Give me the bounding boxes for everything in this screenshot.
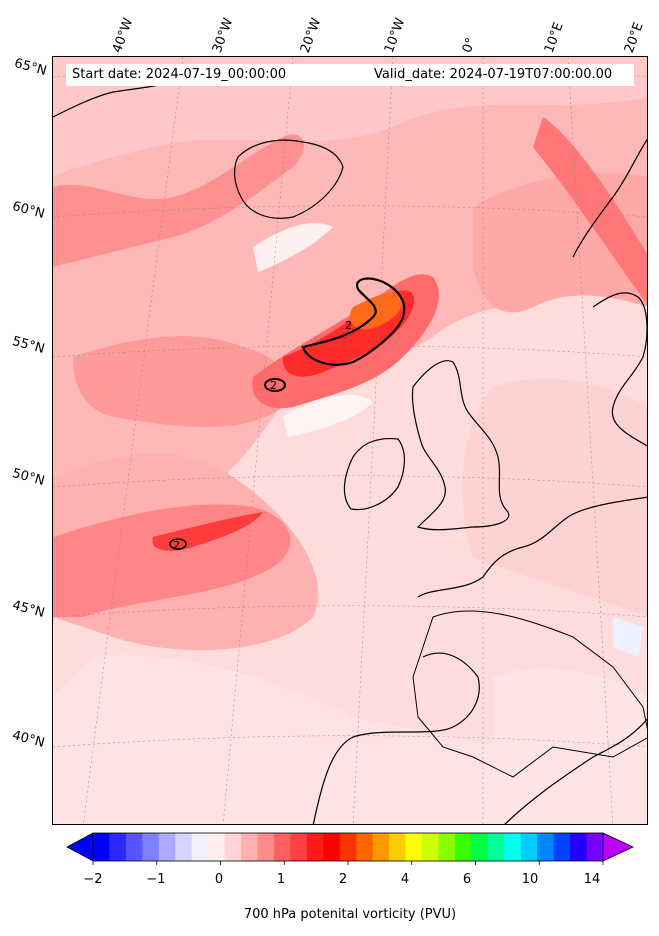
colorbar-swatch	[520, 833, 538, 861]
colorbar-swatch	[175, 833, 193, 861]
colorbar-swatch	[142, 833, 160, 861]
colorbar-extend-high	[602, 832, 634, 862]
colorbar-swatch	[224, 833, 242, 861]
colorbar-swatch	[257, 833, 275, 861]
colorbar-swatch	[504, 833, 522, 861]
colorbar-extend-low	[66, 832, 94, 862]
colorbar-tick-label: 6	[462, 872, 472, 887]
colorbar-swatch	[290, 833, 308, 861]
start-date-label: Start date: 2024-07-19_00:00:00	[72, 67, 287, 82]
colorbar-swatch	[372, 833, 390, 861]
colorbar-swatch	[339, 833, 357, 861]
colorbar-tick-label: −2	[83, 872, 103, 887]
colorbar-swatch	[422, 833, 439, 861]
colorbar-swatch	[125, 833, 143, 861]
contour-label: 2	[270, 379, 277, 392]
colorbar-swatch	[109, 833, 127, 861]
colorbar-swatch	[208, 833, 226, 861]
colorbar-swatch	[356, 833, 374, 861]
colorbar-swatch	[487, 833, 505, 861]
colorbar-swatch	[438, 833, 456, 861]
header-background	[66, 64, 634, 86]
map-panel: 2 2 2	[52, 56, 648, 825]
pv-field-map: 2 2 2	[53, 57, 647, 824]
colorbar-swatch	[93, 833, 110, 861]
colorbar-swatch	[158, 833, 176, 861]
colorbar-swatch	[586, 833, 604, 861]
colorbar-swatch	[389, 833, 407, 861]
colorbar-swatch	[306, 833, 324, 861]
colorbar-swatch	[537, 833, 555, 861]
colorbar-tick-label: 14	[583, 872, 601, 887]
colorbar-tick-label: 10	[521, 872, 539, 887]
colorbar-tick-label: 1	[276, 872, 286, 887]
colorbar-swatch	[471, 833, 489, 861]
colorbar-swatch	[405, 833, 423, 861]
colorbar-swatch	[454, 833, 472, 861]
colorbar-swatch	[323, 833, 341, 861]
colorbar-title: 700 hPa potenital vorticity (PVU)	[243, 907, 457, 922]
colorbar-tick-label: 4	[400, 872, 410, 887]
colorbar-swatch	[570, 833, 588, 861]
colorbar-tick-label: 2	[338, 872, 348, 887]
contour-label: 2	[173, 539, 180, 552]
colorbar-tick-label: −1	[146, 872, 166, 887]
colorbar-swatch	[553, 833, 571, 861]
colorbar-swatch	[191, 833, 209, 861]
colorbar-tick-label: 0	[214, 872, 224, 887]
colorbar-swatch	[241, 833, 259, 861]
contour-label: 2	[345, 319, 352, 332]
colorbar-swatch	[273, 833, 291, 861]
valid-date-label: Valid_date: 2024-07-19T07:00:00.00	[374, 67, 613, 82]
